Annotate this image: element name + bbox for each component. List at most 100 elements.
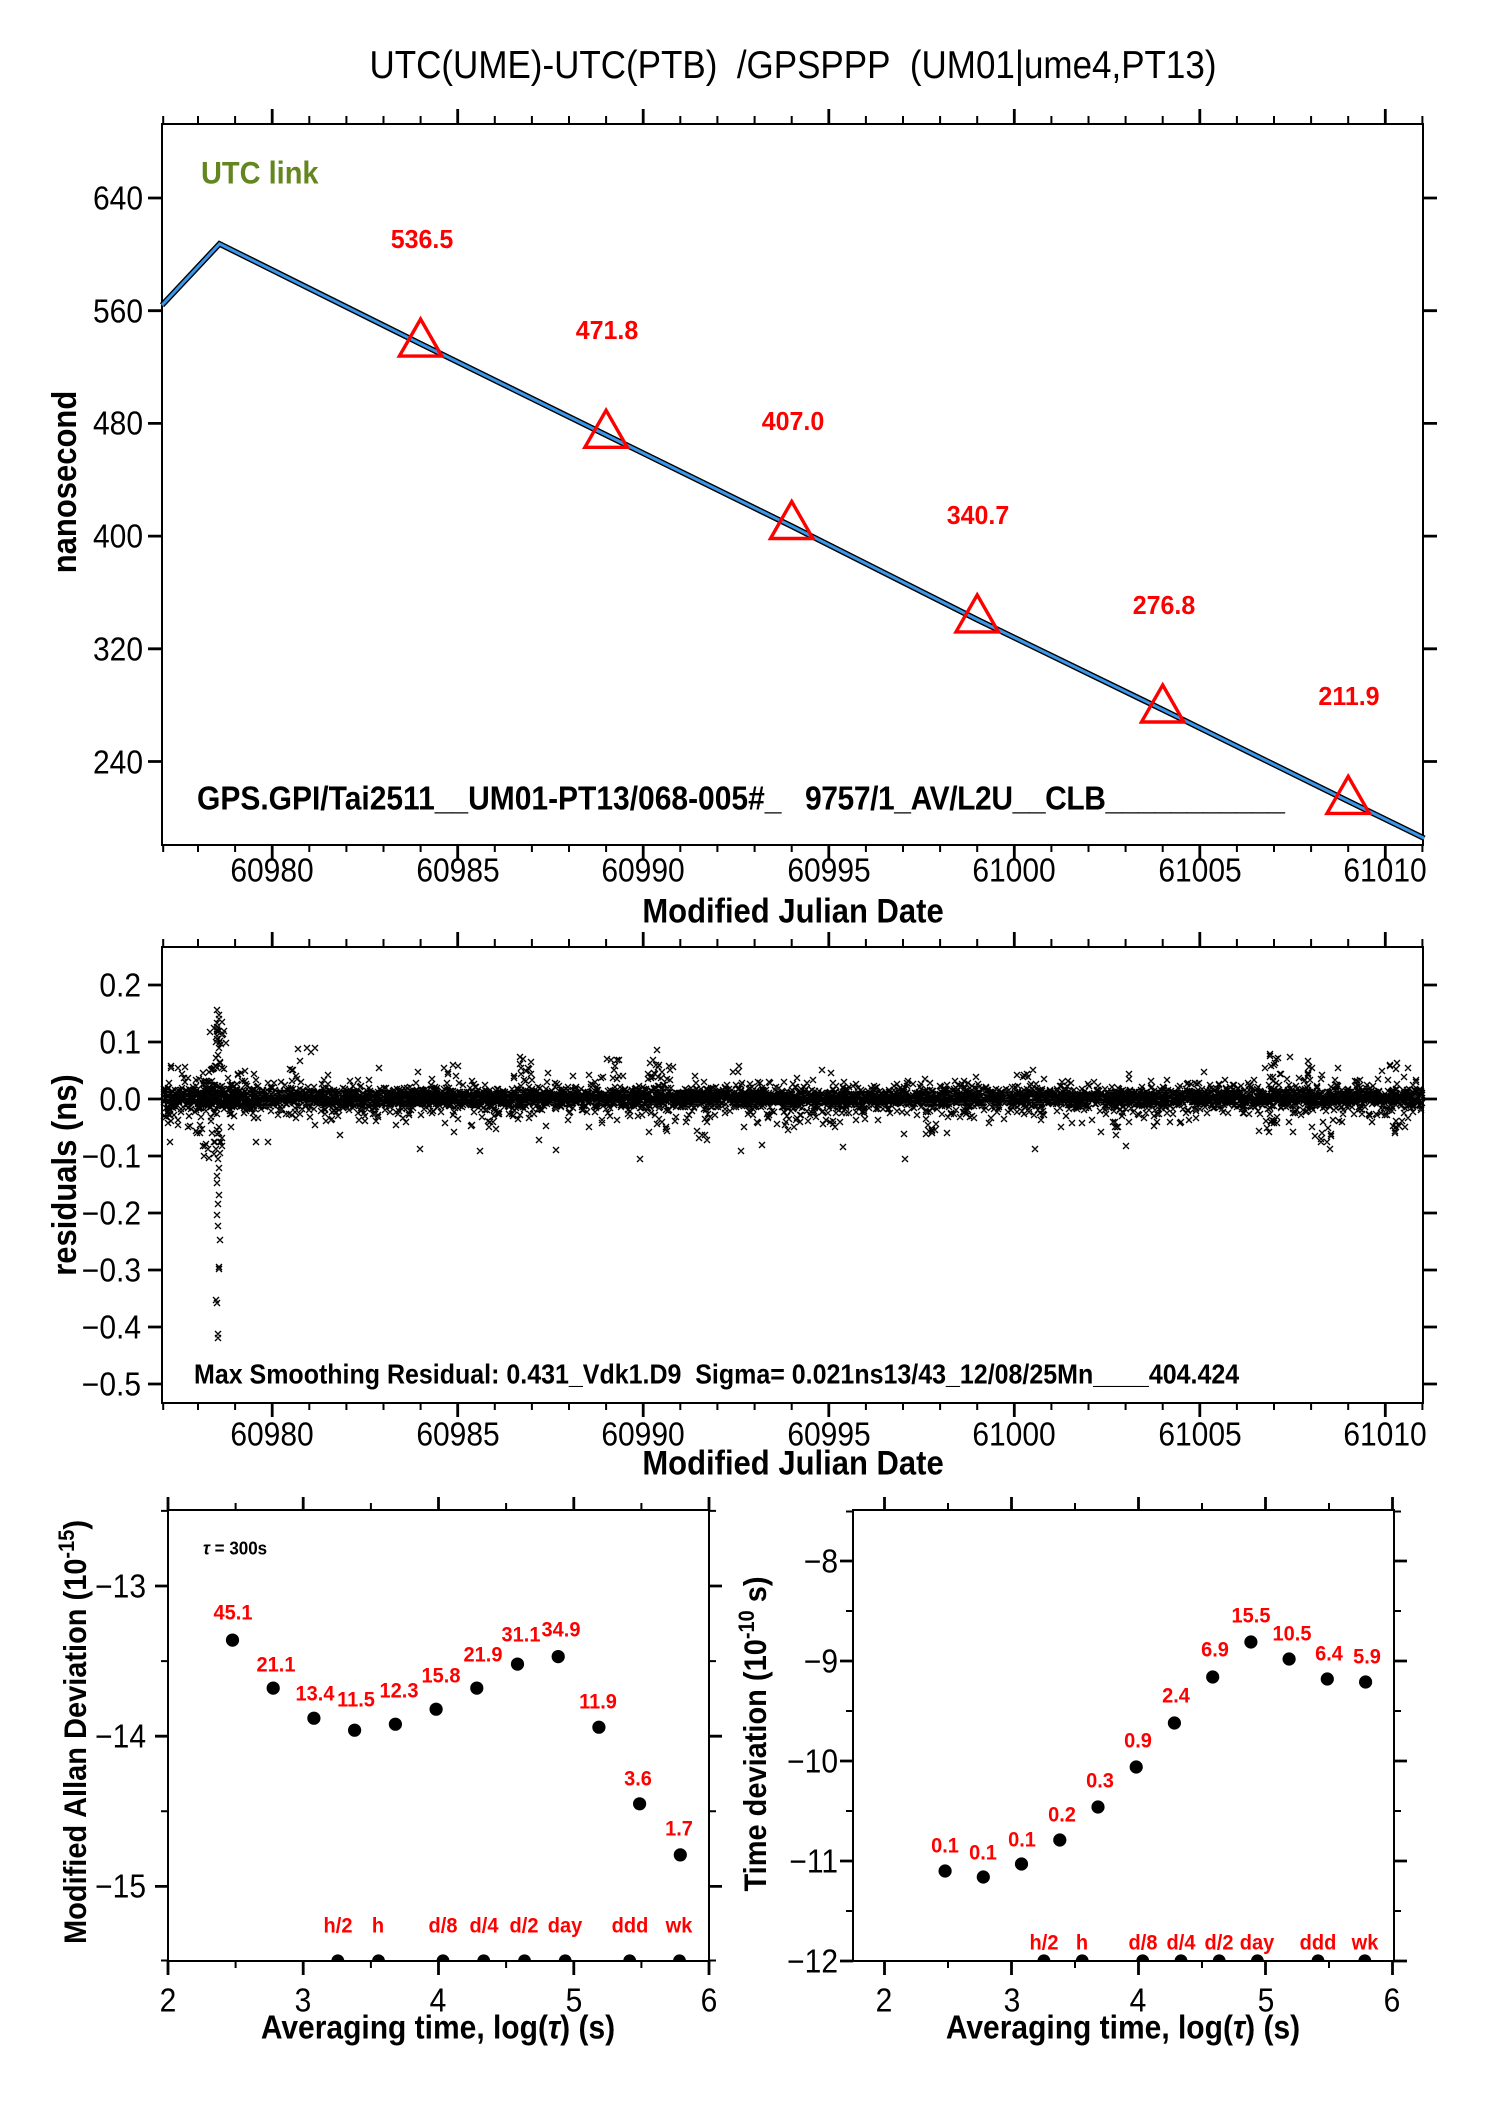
svg-text:d/8: d/8	[429, 1914, 458, 1938]
svg-text:residuals (ns): residuals (ns)	[46, 1074, 84, 1276]
svg-text:276.8: 276.8	[1133, 592, 1196, 621]
svg-text:wk: wk	[1351, 1931, 1379, 1955]
svg-text:400: 400	[93, 517, 143, 555]
svg-text:13.4: 13.4	[296, 1682, 335, 1706]
svg-text:ddd: ddd	[1300, 1931, 1337, 1955]
svg-text:60990: 60990	[601, 851, 684, 889]
svg-text:0.1: 0.1	[1008, 1828, 1036, 1852]
svg-text:day: day	[1240, 1931, 1275, 1955]
svg-text:0.9: 0.9	[1124, 1729, 1152, 1753]
svg-text:5.9: 5.9	[1353, 1645, 1381, 1669]
svg-text:5: 5	[1258, 1981, 1275, 2019]
svg-text:11.5: 11.5	[337, 1688, 375, 1712]
svg-text:21.9: 21.9	[464, 1643, 503, 1667]
svg-text:Modified Julian Date: Modified Julian Date	[642, 1444, 943, 1482]
svg-text:60985: 60985	[416, 1415, 499, 1453]
svg-text:−0.5: −0.5	[82, 1365, 141, 1403]
svg-text:d/2: d/2	[510, 1914, 539, 1938]
svg-text:61000: 61000	[972, 1415, 1055, 1453]
svg-text:3: 3	[1004, 1981, 1021, 2019]
svg-text:−11: −11	[789, 1842, 838, 1880]
svg-text:2.4: 2.4	[1162, 1684, 1190, 1708]
svg-text:Averaging time, log(τ) (s): Averaging time, log(τ) (s)	[946, 2008, 1300, 2046]
svg-text:31.1: 31.1	[502, 1623, 541, 1647]
svg-text:h: h	[372, 1914, 384, 1938]
svg-text:60995: 60995	[787, 1415, 870, 1453]
svg-text:4: 4	[1130, 1981, 1147, 2019]
svg-text:wk: wk	[665, 1914, 693, 1938]
svg-text:−12: −12	[787, 1942, 838, 1980]
svg-text:10.5: 10.5	[1273, 1622, 1312, 1646]
svg-text:−9: −9	[804, 1642, 838, 1680]
svg-text:−13: −13	[95, 1567, 146, 1605]
svg-text:45.1: 45.1	[214, 1601, 253, 1625]
svg-text:−15: −15	[95, 1867, 146, 1905]
svg-text:61005: 61005	[1158, 851, 1241, 889]
svg-text:6.4: 6.4	[1315, 1642, 1343, 1666]
svg-text:d/4: d/4	[1167, 1931, 1196, 1955]
svg-text:9757/1_AV/L2U__CLB___________: 9757/1_AV/L2U__CLB___________	[805, 779, 1285, 817]
svg-text:h/2: h/2	[324, 1914, 353, 1938]
svg-text:640: 640	[93, 179, 143, 217]
svg-text:−0.4: −0.4	[82, 1308, 141, 1346]
svg-text:UTC(UME)-UTC(PTB) /GPSPPP (U: UTC(UME)-UTC(PTB) /GPSPPP (UM01|ume4,PT1…	[369, 43, 1216, 86]
svg-text:day: day	[548, 1914, 583, 1938]
svg-text:0.2: 0.2	[99, 966, 141, 1004]
svg-text:τ = 300s: τ = 300s	[203, 1538, 267, 1559]
svg-text:d/2: d/2	[1205, 1931, 1234, 1955]
svg-text:0.1: 0.1	[969, 1841, 997, 1865]
svg-text:0.1: 0.1	[99, 1023, 141, 1061]
svg-text:3.6: 3.6	[624, 1767, 652, 1791]
svg-text:11.9: 11.9	[579, 1690, 617, 1714]
svg-text:−0.3: −0.3	[82, 1251, 141, 1289]
svg-text:2: 2	[160, 1981, 177, 2019]
svg-text:6: 6	[1384, 1981, 1401, 2019]
svg-text:536.5: 536.5	[391, 226, 454, 255]
svg-text:60980: 60980	[230, 851, 313, 889]
svg-text:Max Smoothing Residual: 0.431_: Max Smoothing Residual: 0.431_Vdk1.D9 Si…	[194, 1358, 1240, 1389]
svg-text:60995: 60995	[787, 851, 870, 889]
svg-text:d/8: d/8	[1129, 1931, 1158, 1955]
svg-text:320: 320	[93, 630, 143, 668]
svg-text:5: 5	[566, 1981, 583, 2019]
svg-text:−8: −8	[804, 1542, 838, 1580]
svg-text:407.0: 407.0	[762, 408, 825, 437]
svg-text:3: 3	[295, 1981, 312, 2019]
svg-text:−0.2: −0.2	[82, 1194, 141, 1232]
svg-text:60985: 60985	[416, 851, 499, 889]
svg-text:ddd: ddd	[612, 1914, 649, 1938]
svg-text:Averaging time, log(τ) (s): Averaging time, log(τ) (s)	[261, 2008, 615, 2046]
svg-text:61010: 61010	[1343, 1415, 1426, 1453]
svg-text:6: 6	[701, 1981, 718, 2019]
svg-text:211.9: 211.9	[1318, 683, 1379, 712]
svg-text:0.1: 0.1	[931, 1834, 959, 1858]
svg-text:60990: 60990	[601, 1415, 684, 1453]
svg-text:240: 240	[93, 743, 143, 781]
svg-text:61010: 61010	[1343, 851, 1426, 889]
svg-text:15.8: 15.8	[422, 1664, 461, 1688]
svg-text:560: 560	[93, 292, 143, 330]
svg-text:15.5: 15.5	[1232, 1604, 1271, 1628]
svg-text:2: 2	[876, 1981, 893, 2019]
svg-text:nanosecond: nanosecond	[46, 391, 84, 574]
svg-text:480: 480	[93, 404, 143, 442]
svg-text:0.0: 0.0	[99, 1080, 141, 1118]
svg-text:21.1: 21.1	[257, 1653, 296, 1677]
svg-text:471.8: 471.8	[576, 317, 639, 346]
svg-text:−0.1: −0.1	[82, 1137, 141, 1175]
svg-text:34.9: 34.9	[542, 1618, 581, 1642]
svg-text:h/2: h/2	[1030, 1931, 1059, 1955]
svg-text:Modified Allan Deviation (10-1: Modified Allan Deviation (10-15)	[55, 1520, 93, 1944]
svg-text:UTC link: UTC link	[201, 155, 319, 191]
svg-text:61000: 61000	[972, 851, 1055, 889]
svg-text:d/4: d/4	[470, 1914, 499, 1938]
svg-text:12.3: 12.3	[380, 1679, 419, 1703]
svg-text:GPS.GPI/Tai2511__UM01-PT13/068: GPS.GPI/Tai2511__UM01-PT13/068-005#_	[197, 779, 782, 817]
svg-text:h: h	[1076, 1931, 1088, 1955]
svg-text:−14: −14	[95, 1717, 146, 1755]
svg-text:−10: −10	[787, 1742, 838, 1780]
svg-text:340.7: 340.7	[947, 502, 1010, 531]
svg-text:4: 4	[430, 1981, 447, 2019]
svg-text:61005: 61005	[1158, 1415, 1241, 1453]
svg-text:6.9: 6.9	[1201, 1638, 1229, 1662]
